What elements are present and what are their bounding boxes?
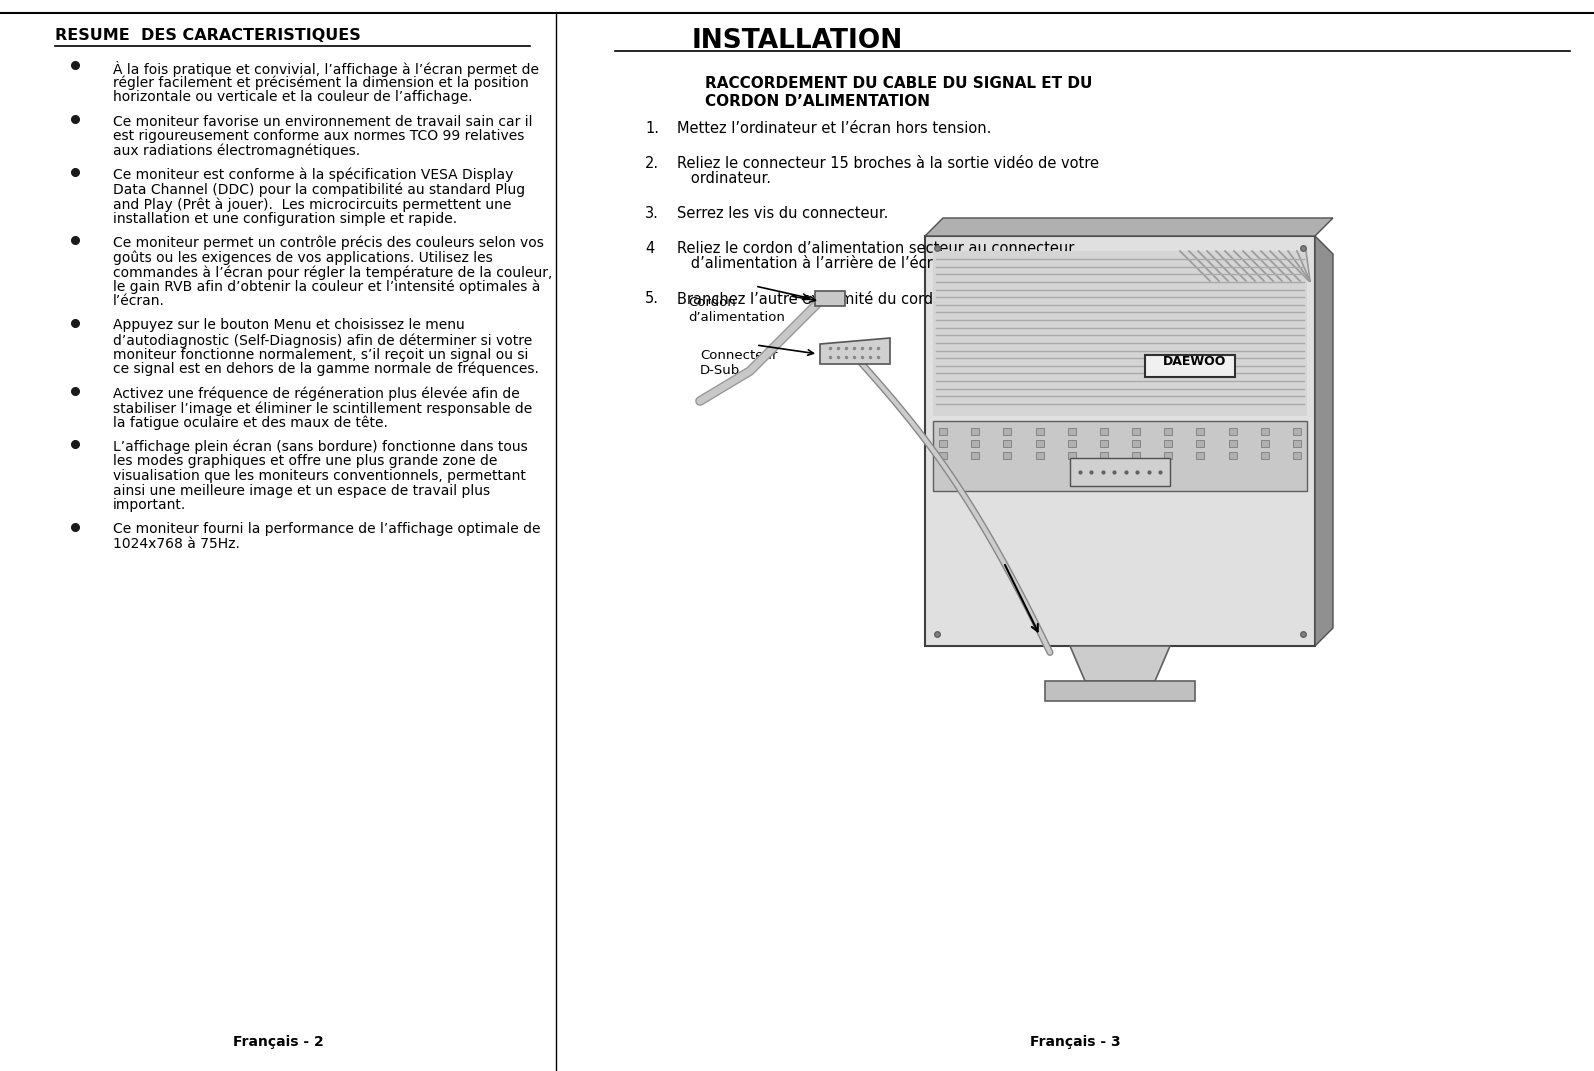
Text: Ce moniteur favorise un environnement de travail sain car il: Ce moniteur favorise un environnement de… — [113, 115, 532, 129]
Bar — [1197, 452, 1205, 459]
Bar — [1068, 452, 1076, 459]
Bar — [1100, 452, 1108, 459]
Bar — [1229, 428, 1237, 435]
Bar — [1100, 440, 1108, 447]
Bar — [1068, 428, 1076, 435]
Bar — [1132, 440, 1140, 447]
Bar — [1229, 440, 1237, 447]
Text: Ce moniteur fourni la performance de l’affichage optimale de: Ce moniteur fourni la performance de l’a… — [113, 523, 540, 537]
Text: le gain RVB afin d’obtenir la couleur et l’intensité optimales à: le gain RVB afin d’obtenir la couleur et… — [113, 280, 540, 295]
Text: CORDON D’ALIMENTATION: CORDON D’ALIMENTATION — [705, 94, 929, 109]
Text: ce signal est en dehors de la gamme normale de fréquences.: ce signal est en dehors de la gamme norm… — [113, 362, 539, 377]
Text: les modes graphiques et offre une plus grande zone de: les modes graphiques et offre une plus g… — [113, 454, 497, 468]
Bar — [1261, 440, 1269, 447]
Text: 3.: 3. — [646, 206, 658, 221]
Bar — [1036, 428, 1044, 435]
Bar — [1070, 458, 1170, 486]
Text: aux radiations électromagnétiques.: aux radiations électromagnétiques. — [113, 144, 360, 159]
Bar — [1100, 428, 1108, 435]
Text: INSTALLATION: INSTALLATION — [692, 28, 902, 54]
Bar — [1197, 428, 1205, 435]
Text: Français - 2: Français - 2 — [233, 1035, 324, 1049]
Text: horizontale ou verticale et la couleur de l’affichage.: horizontale ou verticale et la couleur d… — [113, 90, 472, 104]
Bar — [1003, 428, 1011, 435]
Text: RESUME  DES CARACTERISTIQUES: RESUME DES CARACTERISTIQUES — [56, 28, 360, 43]
Text: d’alimentation à l’arrière de l’écran.: d’alimentation à l’arrière de l’écran. — [677, 256, 956, 271]
Text: ordinateur.: ordinateur. — [677, 171, 771, 186]
Bar — [932, 421, 1307, 491]
Bar — [1036, 452, 1044, 459]
Text: Reliez le cordon d’alimentation secteur au connecteur: Reliez le cordon d’alimentation secteur … — [677, 241, 1074, 256]
Text: Activez une fréquence de régéneration plus élevée afin de: Activez une fréquence de régéneration pl… — [113, 387, 520, 401]
Bar — [939, 428, 947, 435]
Text: 2.: 2. — [646, 156, 660, 171]
Text: 4: 4 — [646, 241, 654, 256]
Polygon shape — [925, 218, 1333, 236]
Text: Connecteur
D-Sub: Connecteur D-Sub — [700, 349, 778, 377]
Polygon shape — [819, 338, 889, 364]
Text: L’affichage plein écran (sans bordure) fonctionne dans tous: L’affichage plein écran (sans bordure) f… — [113, 440, 528, 454]
Text: Appuyez sur le bouton Menu et choisissez le menu: Appuyez sur le bouton Menu et choisissez… — [113, 318, 465, 332]
Bar — [1046, 681, 1196, 702]
Bar — [1229, 452, 1237, 459]
Text: 1024x768 à 75Hz.: 1024x768 à 75Hz. — [113, 537, 239, 550]
Bar — [1132, 452, 1140, 459]
Text: régler facilement et précisément la dimension et la position: régler facilement et précisément la dime… — [113, 75, 529, 90]
Text: goûts ou les exigences de vos applications. Utilisez les: goûts ou les exigences de vos applicatio… — [113, 251, 493, 265]
Bar — [1293, 452, 1301, 459]
FancyBboxPatch shape — [925, 236, 1315, 646]
Text: Serrez les vis du connecteur.: Serrez les vis du connecteur. — [677, 206, 888, 221]
Bar — [1036, 440, 1044, 447]
Bar — [939, 452, 947, 459]
Text: installation et une configuration simple et rapide.: installation et une configuration simple… — [113, 211, 457, 226]
Polygon shape — [815, 291, 845, 306]
Bar — [932, 251, 1307, 416]
Bar — [971, 440, 979, 447]
Text: Ce moniteur est conforme à la spécification VESA Display: Ce moniteur est conforme à la spécificat… — [113, 168, 513, 182]
Text: 5.: 5. — [646, 291, 658, 306]
Bar — [1144, 355, 1235, 377]
Bar — [1261, 452, 1269, 459]
Text: Mettez l’ordinateur et l’écran hors tension.: Mettez l’ordinateur et l’écran hors tens… — [677, 121, 991, 136]
Text: commandes à l’écran pour régler la température de la couleur,: commandes à l’écran pour régler la tempé… — [113, 265, 553, 280]
Text: la fatigue oculaire et des maux de tête.: la fatigue oculaire et des maux de tête. — [113, 416, 387, 429]
Text: Data Channel (DDC) pour la compatibilité au standard Plug: Data Channel (DDC) pour la compatibilité… — [113, 182, 524, 197]
Text: moniteur fonctionne normalement, s’il reçoit un signal ou si: moniteur fonctionne normalement, s’il re… — [113, 347, 528, 362]
Text: important.: important. — [113, 498, 186, 512]
Bar — [971, 428, 979, 435]
Polygon shape — [1070, 646, 1170, 681]
Text: À la fois pratique et convivial, l’affichage à l’écran permet de: À la fois pratique et convivial, l’affic… — [113, 61, 539, 77]
Bar — [939, 440, 947, 447]
Bar — [1164, 428, 1172, 435]
Bar — [1293, 440, 1301, 447]
Bar — [1164, 440, 1172, 447]
Text: visualisation que les moniteurs conventionnels, permettant: visualisation que les moniteurs conventi… — [113, 469, 526, 483]
Text: ainsi une meilleure image et un espace de travail plus: ainsi une meilleure image et un espace d… — [113, 483, 489, 498]
Text: Français - 3: Français - 3 — [1030, 1035, 1121, 1049]
Text: 1.: 1. — [646, 121, 658, 136]
Text: stabiliser l’image et éliminer le scintillement responsable de: stabiliser l’image et éliminer le scinti… — [113, 401, 532, 416]
Bar — [1003, 440, 1011, 447]
Text: est rigoureusement conforme aux normes TCO 99 relatives: est rigoureusement conforme aux normes T… — [113, 129, 524, 144]
Bar — [1164, 452, 1172, 459]
Text: Branchez l’autre extrémité du cordon sur une prise secteur.: Branchez l’autre extrémité du cordon sur… — [677, 291, 1116, 307]
Bar — [1293, 428, 1301, 435]
Text: Reliez le connecteur 15 broches à la sortie vidéo de votre: Reliez le connecteur 15 broches à la sor… — [677, 156, 1098, 171]
Text: d’autodiagnostic (Self-Diagnosis) afin de déterminer si votre: d’autodiagnostic (Self-Diagnosis) afin d… — [113, 333, 532, 347]
Bar — [1003, 452, 1011, 459]
Bar — [1068, 440, 1076, 447]
Text: l’écran.: l’écran. — [113, 295, 164, 308]
Bar — [1197, 440, 1205, 447]
Bar — [971, 452, 979, 459]
Bar — [1132, 428, 1140, 435]
Text: and Play (Prêt à jouer).  Les microcircuits permettent une: and Play (Prêt à jouer). Les microcircui… — [113, 197, 512, 211]
Text: DAEWOO: DAEWOO — [1164, 355, 1227, 368]
Text: RACCORDEMENT DU CABLE DU SIGNAL ET DU: RACCORDEMENT DU CABLE DU SIGNAL ET DU — [705, 76, 1092, 91]
Bar — [1261, 428, 1269, 435]
Text: Ce moniteur permet un contrôle précis des couleurs selon vos: Ce moniteur permet un contrôle précis de… — [113, 236, 544, 251]
Text: Cordon
d’alimentation: Cordon d’alimentation — [689, 296, 784, 325]
Polygon shape — [1315, 236, 1333, 646]
